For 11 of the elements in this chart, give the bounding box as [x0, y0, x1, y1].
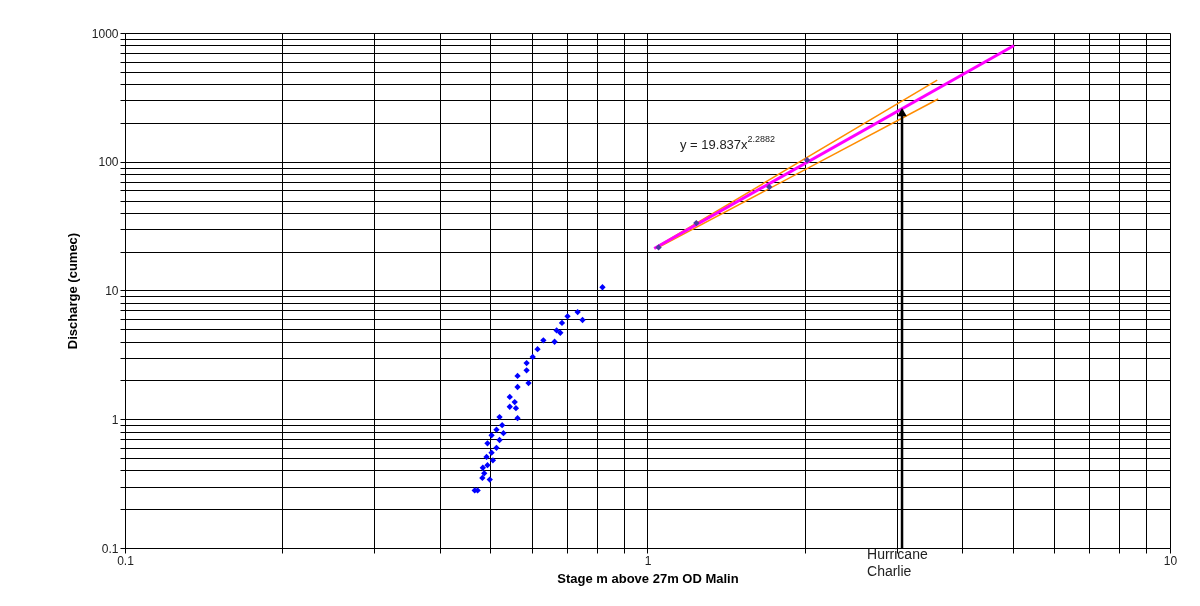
y-tick-label: 100	[98, 155, 119, 170]
x-tick-label: 1	[644, 553, 652, 568]
x-tick-label: 0.1	[117, 553, 135, 568]
y-tick-label: 1000	[91, 26, 119, 41]
y-tick-label: 1	[111, 412, 119, 427]
y-axis-title: Discharge (cumec)	[64, 232, 80, 350]
y-tick-label: 0.1	[101, 541, 119, 556]
annotation: Hurricane Charlie	[867, 546, 928, 579]
y-tick-label: 10	[105, 284, 119, 298]
x-tick-label: 10	[1163, 553, 1178, 568]
x-axis-title: Stage m above 27m OD Malin	[557, 570, 739, 586]
